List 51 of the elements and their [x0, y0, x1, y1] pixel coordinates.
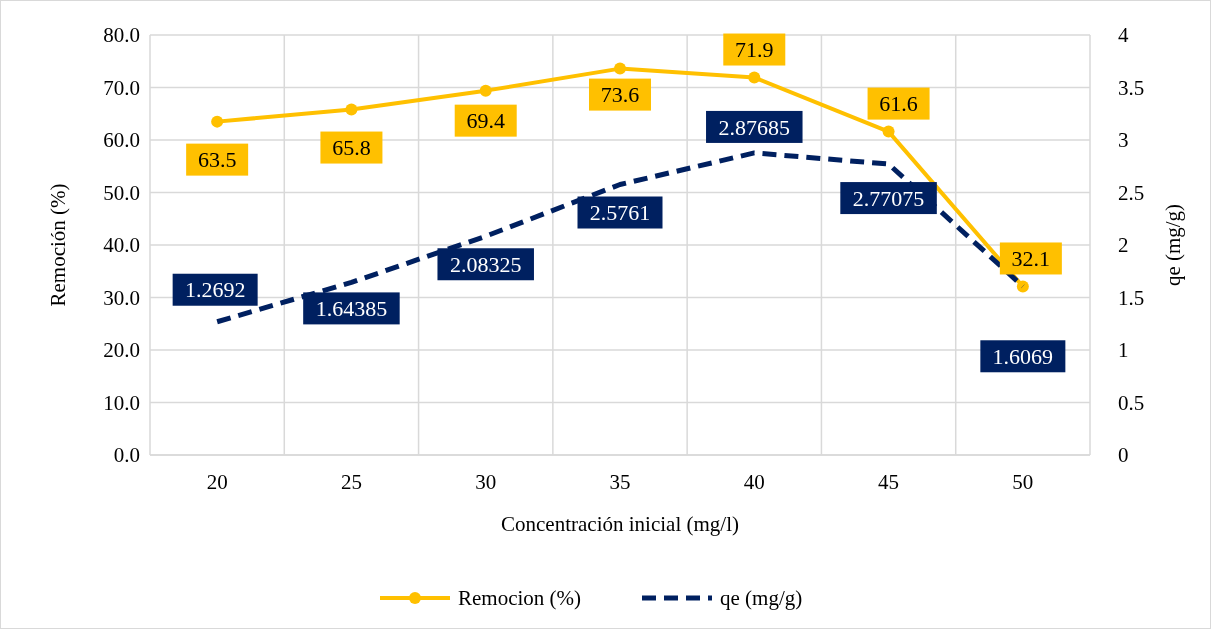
y2-axis-title: qe (mg/g)	[1161, 203, 1185, 287]
y2-tick-label: 4	[1118, 23, 1129, 48]
y2-tick-label: 1	[1118, 338, 1129, 363]
x-axis-title: Concentración inicial (mg/l)	[501, 512, 739, 536]
y-tick-label: 10.0	[103, 390, 140, 415]
data-label: 71.9	[735, 37, 774, 63]
y-tick-label: 40.0	[103, 233, 140, 258]
y2-tick-label: 0	[1118, 443, 1129, 468]
legend-label: qe (mg/g)	[720, 586, 803, 611]
y2-tick-label: 3	[1118, 128, 1129, 153]
x-tick-label: 20	[206, 470, 228, 494]
x-tick-label: 25	[340, 470, 362, 494]
data-label: 63.5	[197, 147, 237, 173]
point	[345, 103, 358, 116]
x-tick-label: 40	[743, 470, 765, 494]
y-tick-label: 60.0	[103, 128, 140, 153]
x-tick-label: 50	[1012, 470, 1034, 494]
point	[479, 84, 492, 97]
data-label: 73.6	[600, 82, 640, 108]
y2-tick-label: 2.5	[1118, 180, 1145, 205]
data-label: 2.08325	[449, 251, 522, 277]
point	[1016, 280, 1029, 293]
y2-tick-label: 1.5	[1118, 285, 1145, 310]
y2-tick-label: 0.5	[1118, 390, 1145, 415]
y-tick-label: 70.0	[103, 75, 140, 100]
y-tick-label: 0.0	[113, 443, 140, 468]
data-label: 65.8	[332, 135, 371, 161]
data-label: 2.77075	[852, 185, 925, 211]
y-tick-label: 20.0	[103, 338, 140, 363]
y-axis-title: Remoción (%)	[46, 183, 70, 307]
y2-tick-label: 3.5	[1118, 75, 1145, 100]
x-tick-label: 45	[878, 470, 900, 494]
data-label: 2.87685	[718, 114, 791, 140]
data-label: 32.1	[1011, 246, 1051, 272]
data-label: 1.2692	[184, 277, 246, 303]
data-label: 1.64385	[315, 296, 388, 322]
x-tick-label: 30	[475, 470, 497, 494]
data-label: 1.6069	[992, 343, 1054, 369]
data-label: 2.5761	[589, 200, 651, 226]
point	[211, 115, 224, 128]
point	[748, 71, 761, 84]
point	[882, 125, 895, 138]
y2-tick-label: 2	[1118, 233, 1129, 258]
y-tick-label: 50.0	[103, 180, 140, 205]
y-tick-label: 30.0	[103, 285, 140, 310]
data-label: 61.6	[879, 91, 918, 117]
y-tick-label: 80.0	[103, 23, 140, 48]
point	[614, 62, 626, 75]
legend-label: Remocion (%)	[458, 586, 582, 611]
data-label: 69.4	[466, 108, 505, 134]
x-tick-label: 35	[609, 470, 631, 494]
